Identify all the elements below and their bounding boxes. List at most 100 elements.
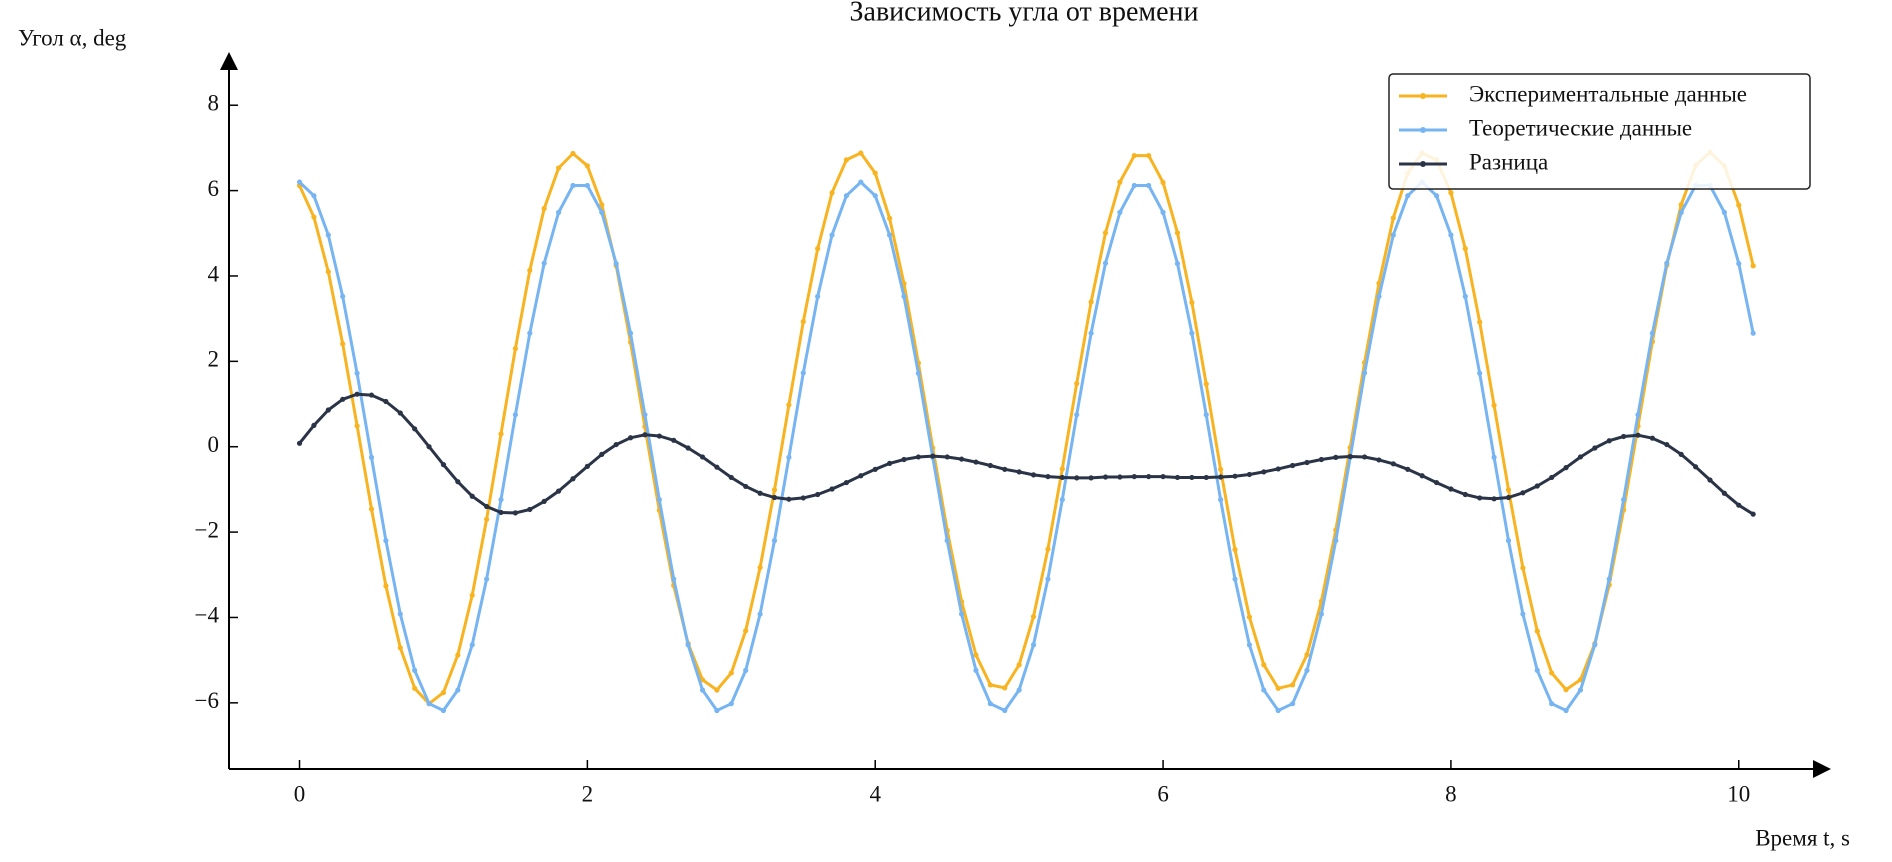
data-point	[1146, 152, 1152, 159]
data-point	[541, 205, 547, 212]
data-point	[498, 509, 504, 516]
data-point	[671, 437, 677, 443]
data-point	[1736, 260, 1742, 267]
data-point	[987, 462, 993, 469]
data-point	[1419, 473, 1425, 479]
data-point	[656, 497, 662, 503]
data-point	[1563, 465, 1569, 471]
legend-marker	[1420, 161, 1426, 167]
data-point	[1246, 614, 1253, 620]
data-point	[858, 150, 864, 156]
data-point	[469, 493, 475, 499]
data-point	[887, 215, 893, 221]
data-point	[1448, 190, 1454, 196]
data-point	[1074, 380, 1080, 387]
data-point	[1146, 473, 1152, 480]
data-point	[1333, 538, 1339, 544]
data-point	[1304, 667, 1310, 673]
y-tick-label: −2	[195, 517, 219, 542]
data-point	[340, 293, 346, 300]
data-point	[757, 490, 763, 496]
data-point	[1218, 474, 1224, 480]
data-point	[1045, 473, 1051, 480]
y-axis-label: Угол α, deg	[18, 25, 127, 50]
data-point	[1002, 707, 1008, 714]
data-point	[570, 476, 576, 482]
data-point	[1736, 502, 1742, 508]
data-point	[325, 269, 331, 275]
data-point	[714, 687, 720, 693]
data-point	[1045, 546, 1051, 552]
data-point	[973, 459, 979, 465]
data-point	[1016, 662, 1022, 668]
data-point	[1549, 701, 1555, 707]
data-point	[1477, 495, 1483, 501]
data-point	[1290, 462, 1296, 469]
data-point	[498, 431, 504, 437]
data-point	[1088, 475, 1094, 481]
data-point	[958, 611, 965, 617]
data-point	[887, 460, 893, 466]
data-point	[1577, 454, 1584, 460]
data-point	[1376, 293, 1382, 300]
data-point	[743, 628, 749, 634]
data-point	[1721, 490, 1727, 496]
data-point	[412, 426, 418, 432]
data-point	[685, 445, 691, 451]
data-point	[1491, 402, 1497, 408]
data-point	[1390, 232, 1396, 238]
data-point	[1088, 299, 1094, 305]
data-point	[1448, 486, 1454, 492]
data-point	[1160, 473, 1166, 480]
legend: Экспериментальные данные Теоретические да…	[1388, 73, 1811, 190]
data-point	[440, 707, 447, 714]
data-point	[484, 503, 490, 510]
data-point	[627, 330, 634, 336]
data-point	[1621, 497, 1627, 503]
data-point	[1218, 466, 1224, 472]
data-point	[1203, 412, 1209, 418]
data-point	[570, 182, 576, 189]
data-point	[958, 456, 965, 462]
data-point	[728, 474, 734, 481]
data-point	[887, 232, 893, 238]
data-point	[354, 391, 360, 397]
data-point	[527, 267, 533, 274]
data-point	[1030, 614, 1037, 620]
data-point	[1606, 438, 1612, 444]
data-point	[1621, 433, 1627, 440]
data-point	[484, 516, 490, 522]
legend-marker	[1420, 93, 1426, 99]
data-point	[383, 398, 389, 405]
data-point	[843, 479, 850, 486]
data-point	[786, 496, 792, 502]
data-point	[815, 491, 821, 498]
data-point	[1505, 487, 1512, 493]
data-point	[771, 538, 778, 544]
data-point	[555, 488, 562, 494]
data-point	[1477, 319, 1483, 325]
data-point	[311, 193, 317, 199]
series	[296, 391, 1756, 517]
data-point	[1664, 441, 1670, 448]
series	[296, 149, 1756, 707]
data-point	[858, 179, 864, 185]
data-point	[1563, 687, 1569, 693]
data-point	[397, 611, 403, 617]
series-line	[298, 392, 1754, 516]
data-point	[354, 370, 360, 376]
data-point	[815, 293, 821, 300]
data-point	[930, 453, 936, 459]
data-point	[872, 170, 878, 176]
data-point	[699, 687, 706, 693]
data-point	[512, 345, 519, 352]
data-point	[599, 202, 605, 208]
x-tick-label: 4	[869, 781, 881, 806]
data-point	[743, 667, 749, 673]
data-point	[1361, 370, 1368, 376]
data-point	[455, 479, 461, 485]
x-tick-label: 2	[582, 781, 594, 806]
data-point	[1261, 662, 1267, 668]
data-point	[368, 454, 375, 460]
data-point	[1318, 456, 1324, 463]
